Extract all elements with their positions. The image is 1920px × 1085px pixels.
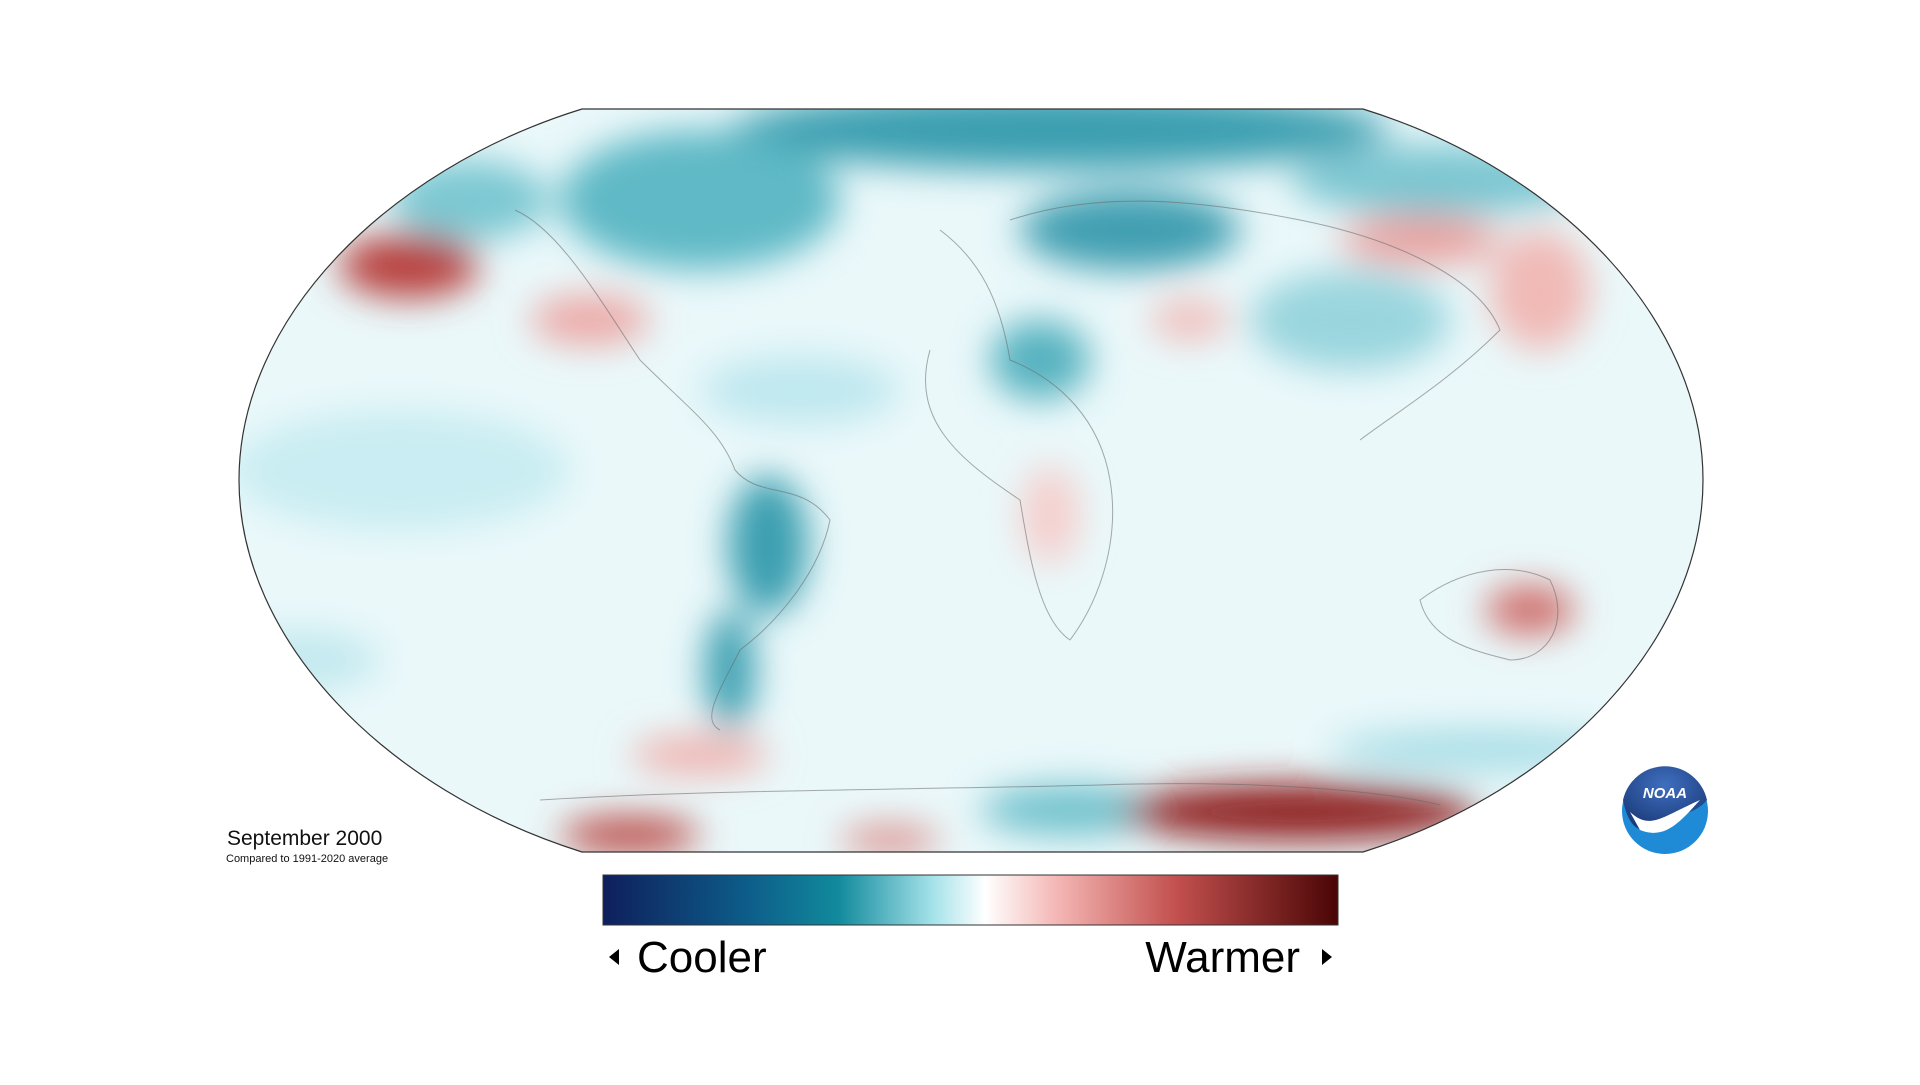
map-outline (238, 108, 1704, 853)
logo-sky (1623, 766, 1707, 830)
legend-high-label: Warmer (1145, 933, 1300, 982)
logo-text: NOAA (1643, 785, 1687, 802)
color-scale (602, 874, 1339, 926)
cooler-arrow (609, 949, 619, 965)
anomaly-map (239, 109, 1703, 852)
noaa-logo: NOAA (1622, 766, 1708, 854)
map-title: September 2000 (227, 827, 382, 850)
logo-bird (1630, 800, 1700, 833)
warmer-arrow (1322, 949, 1332, 965)
legend-low-label: Cooler (637, 933, 767, 982)
coastlines (514, 200, 1559, 806)
map-subtitle: Compared to 1991-2020 average (226, 853, 388, 865)
